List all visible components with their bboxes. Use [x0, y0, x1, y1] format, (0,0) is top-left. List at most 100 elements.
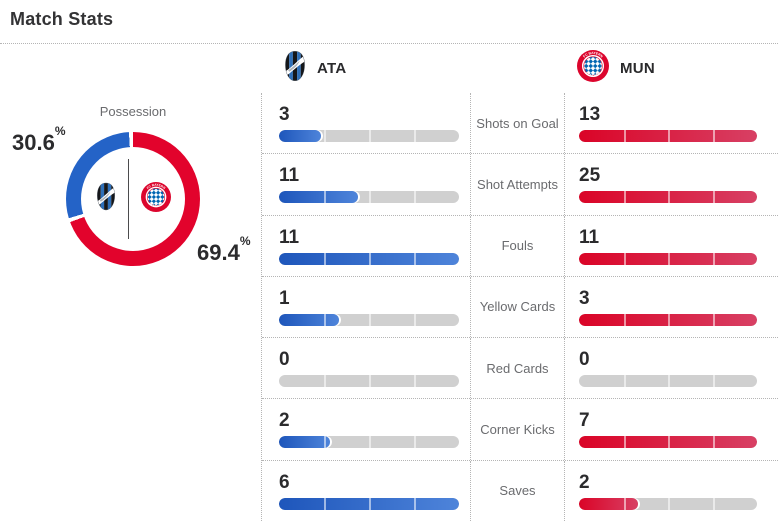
segment-separator	[712, 313, 715, 326]
possession-donut-chart: FC BAYERN MÜNCHEN	[66, 132, 200, 266]
bar-fill	[279, 130, 321, 142]
segment-separator	[324, 497, 326, 510]
stats-grid: 3 Shots on Goal 13 11 Shot Attempts 25 1…	[261, 93, 778, 521]
team-abbr-home: ATA	[317, 60, 347, 77]
segment-separator	[324, 130, 326, 142]
home-stat-value: 1	[279, 287, 290, 309]
segment-separator	[414, 191, 416, 204]
away-stat-bar	[579, 191, 757, 204]
home-stat-value: 11	[279, 226, 300, 248]
away-stat-value: 25	[579, 165, 601, 187]
segment-separator	[623, 436, 626, 449]
segment-separator	[369, 130, 371, 142]
away-stat-value: 3	[579, 287, 590, 309]
stat-label: Red Cards	[470, 338, 565, 399]
segment-separator	[668, 436, 670, 449]
stat-row: 11 Fouls 11	[262, 215, 778, 277]
bar-fill	[279, 436, 331, 449]
donut-center-divider	[127, 159, 129, 239]
segment-separator	[414, 313, 416, 326]
home-stat-bar	[279, 436, 459, 449]
away-stat-bar	[579, 497, 757, 510]
possession-panel: Possession 30.6%	[0, 93, 261, 521]
segment-separator	[369, 497, 371, 510]
stat-label: Corner Kicks	[470, 399, 565, 460]
possession-away-pct: 69.4%	[197, 233, 251, 265]
away-stat-value: 13	[579, 104, 601, 125]
svg-text:FC BAYERN: FC BAYERN	[145, 182, 166, 190]
segment-separator	[324, 436, 326, 449]
segment-separator	[414, 497, 416, 510]
stat-row: 6 Saves 2	[262, 460, 778, 521]
segment-separator	[369, 436, 371, 449]
segment-separator	[623, 375, 626, 388]
team-header-home[interactable]: ATA	[284, 44, 347, 93]
stat-label: Fouls	[470, 215, 565, 276]
segment-separator	[369, 313, 371, 326]
home-stat-bar	[279, 313, 459, 326]
stat-label: Shot Attempts	[470, 154, 565, 215]
stat-label: Shots on Goal	[470, 93, 565, 154]
away-stat-cell: 25	[565, 154, 778, 214]
home-stat-value: 0	[279, 349, 290, 371]
away-stat-bar	[579, 375, 757, 388]
stat-row: 2 Corner Kicks 7	[262, 399, 778, 461]
segment-separator	[668, 313, 670, 326]
home-stat-value: 6	[279, 471, 290, 493]
home-stat-value: 11	[279, 165, 300, 187]
away-stat-cell: 11	[565, 216, 778, 276]
segment-separator	[623, 191, 626, 204]
stat-row: 0 Red Cards 0	[262, 338, 778, 400]
segment-separator	[712, 375, 715, 388]
home-stat-cell: 0	[262, 338, 470, 398]
svg-text:MÜNCHEN: MÜNCHEN	[585, 71, 602, 78]
atalanta-crest-icon	[284, 50, 306, 87]
segment-separator	[369, 191, 371, 204]
segment-separator	[324, 191, 326, 204]
home-stat-bar	[279, 252, 459, 265]
away-stat-cell: 0	[565, 338, 778, 398]
away-stat-bar	[579, 130, 757, 142]
segment-separator	[324, 375, 326, 388]
segment-separator	[623, 252, 626, 265]
segment-separator	[369, 375, 371, 388]
bayern-crest-icon: FC BAYERN MÜNCHEN	[140, 181, 171, 217]
segment-separator	[369, 252, 371, 265]
home-stat-bar	[279, 375, 459, 388]
home-stat-value: 3	[279, 104, 290, 125]
home-stat-cell: 3	[262, 93, 470, 153]
bar-fill	[279, 313, 339, 326]
home-stat-cell: 6	[262, 461, 470, 521]
away-stat-bar	[579, 252, 757, 265]
away-stat-value: 0	[579, 349, 590, 371]
away-stat-cell: 13	[565, 93, 778, 153]
percent-sign: %	[239, 233, 251, 248]
possession-label: Possession	[99, 104, 167, 119]
away-stat-bar	[579, 313, 757, 326]
stat-row: 1 Yellow Cards 3	[262, 276, 778, 339]
home-stat-cell: 11	[262, 154, 470, 214]
away-stat-value: 11	[579, 226, 600, 248]
bar-fill	[279, 191, 359, 204]
segment-separator	[668, 497, 670, 510]
segment-separator	[414, 436, 416, 449]
segment-separator	[324, 252, 326, 265]
segment-separator	[414, 375, 416, 388]
donut-center: FC BAYERN MÜNCHEN	[81, 147, 185, 251]
home-stat-value: 2	[279, 410, 290, 432]
segment-separator	[712, 191, 715, 204]
header-divider	[0, 43, 778, 44]
module-title: Match Stats	[10, 9, 114, 29]
home-stat-bar	[279, 130, 459, 142]
away-stat-bar	[579, 436, 757, 449]
away-stat-value: 2	[579, 471, 590, 493]
team-header-away[interactable]: FC BAYERN MÜNCHEN MUN	[577, 44, 655, 93]
bayern-crest-icon: FC BAYERN MÜNCHEN	[577, 50, 609, 87]
away-stat-value: 7	[579, 410, 590, 432]
segment-separator	[623, 313, 626, 326]
atalanta-crest-icon	[96, 182, 116, 216]
home-stat-bar	[279, 191, 459, 204]
away-stat-cell: 3	[565, 277, 778, 337]
stat-row: 11 Shot Attempts 25	[262, 154, 778, 216]
segment-separator	[623, 130, 626, 142]
